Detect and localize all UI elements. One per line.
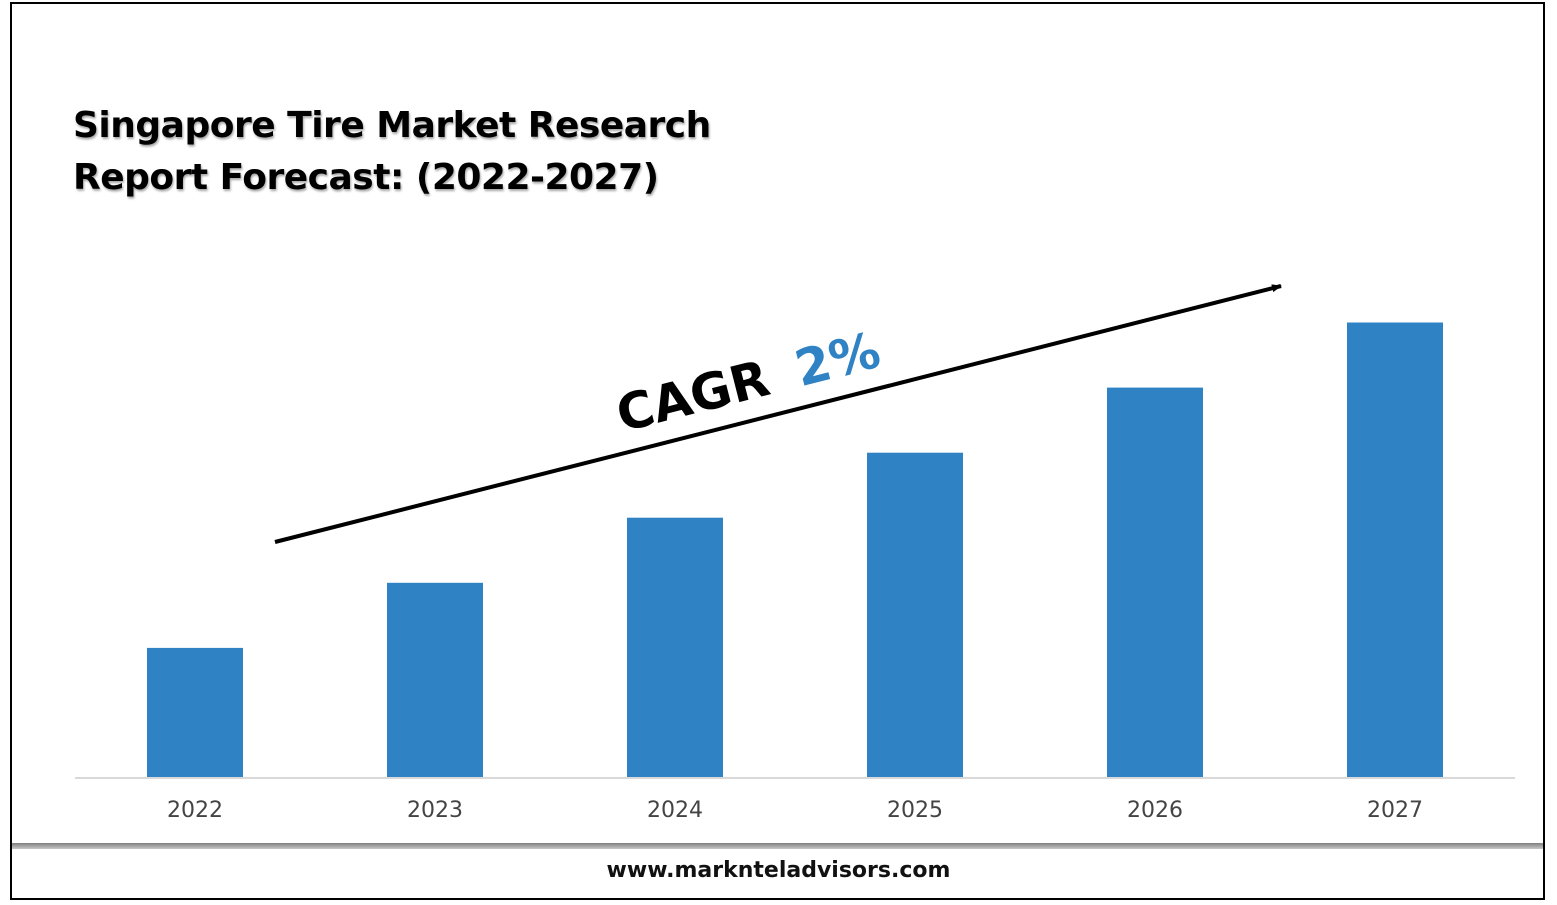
footer-website: www.marknteladvisors.com: [606, 858, 951, 883]
chart-title-line-1: Singapore Tire Market Research: [73, 105, 711, 146]
bar-2024: [627, 517, 723, 778]
bar-2026: [1107, 387, 1203, 778]
chart-frame: [10, 2, 1545, 900]
x-tick-label-2025: 2025: [887, 798, 943, 823]
bar-2025: [867, 452, 963, 778]
cagr-annotation: CAGR 2%: [611, 321, 886, 444]
bar-2022: [147, 647, 243, 778]
x-tick-label-2024: 2024: [647, 798, 703, 823]
bar-2023: [387, 582, 483, 778]
x-tick-label-2027: 2027: [1367, 798, 1423, 823]
footer-divider: [12, 843, 1543, 849]
cagr-value: 2%: [789, 321, 886, 398]
cagr-prefix: CAGR: [611, 349, 775, 443]
x-tick-label-2023: 2023: [407, 798, 463, 823]
bars-layer: [147, 322, 1443, 778]
chart-title: Singapore Tire Market Research Report Fo…: [73, 100, 711, 204]
x-tick-label-2022: 2022: [167, 798, 223, 823]
x-tick-labels: 2022 2023 2024 2025 2026 2027: [167, 798, 1423, 823]
x-tick-label-2026: 2026: [1127, 798, 1183, 823]
chart-title-line-2: Report Forecast: (2022-2027): [73, 157, 659, 198]
cagr-trend-arrow: [274, 284, 1282, 544]
bar-2027: [1347, 322, 1443, 778]
